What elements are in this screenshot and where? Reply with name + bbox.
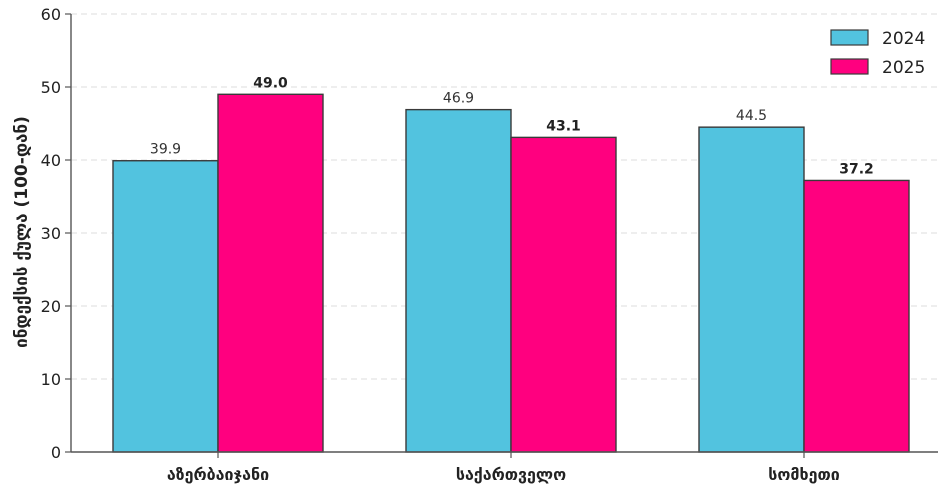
- y-tick-label: 20: [41, 297, 61, 316]
- value-labels: 39.9 49.0 46.9 43.1 44.5 37.2: [150, 75, 874, 177]
- legend-label: 2024: [882, 29, 925, 49]
- data-label: 49.0: [253, 75, 288, 91]
- legend-label: 2025: [882, 58, 925, 78]
- data-label: 37.2: [839, 161, 874, 177]
- bar-2025-2: [510, 136, 617, 453]
- legend: 2024 2025: [830, 29, 925, 78]
- bar-2024-3: [698, 126, 805, 453]
- legend-swatch-2025: [830, 58, 869, 75]
- bar-2024-2: [405, 108, 512, 453]
- x-tick-label: აზერბაიჯანი: [167, 465, 269, 484]
- y-tick-label: 0: [51, 443, 61, 462]
- x-tick-label: საქართველო: [456, 465, 566, 484]
- data-label: 44.5: [736, 108, 767, 124]
- data-label: 43.1: [546, 118, 581, 134]
- bar-series: [112, 93, 910, 453]
- y-tick-label: 50: [41, 78, 61, 97]
- bar-2025-1: [217, 93, 324, 453]
- y-tick-label: 10: [41, 370, 61, 389]
- legend-swatch-2024: [830, 29, 869, 46]
- y-tick-label: 60: [41, 5, 61, 24]
- y-tick-label: 40: [41, 151, 61, 170]
- y-tick-label: 30: [41, 224, 61, 243]
- bar-2025-3: [803, 179, 910, 453]
- axes: 0 10 20 30 40 50 60 აზერბაიჯანი საქართველო სომხეთ…: [41, 5, 938, 484]
- data-label: 39.9: [150, 142, 181, 158]
- data-label: 46.9: [443, 91, 474, 107]
- x-tick-label: სომხეთი: [768, 465, 839, 484]
- bar-2024-1: [112, 160, 219, 453]
- y-axis-title: ინდექსის ქულა (100-დან): [12, 116, 32, 348]
